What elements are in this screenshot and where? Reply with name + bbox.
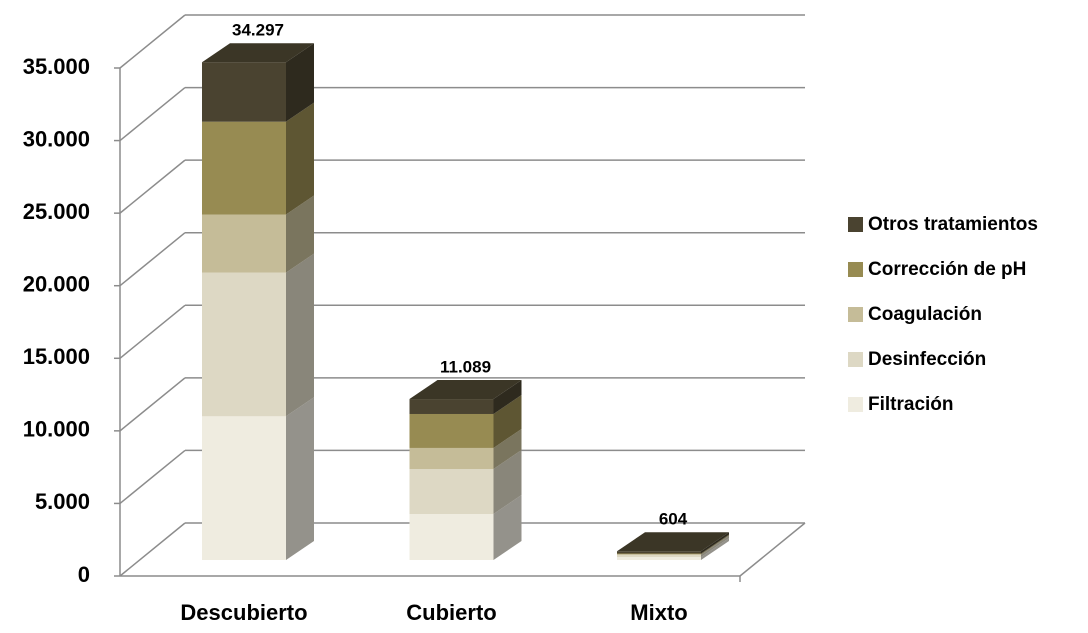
bar-segment	[202, 272, 286, 417]
total-label: 604	[659, 510, 688, 529]
x-tick-label: Cubierto	[406, 600, 496, 625]
legend-label: Coagulación	[868, 304, 982, 325]
y-tick-label: 20.000	[23, 272, 90, 297]
legend-label: Filtración	[868, 394, 954, 415]
grid-line-side	[119, 377, 186, 432]
bar-segment-side	[701, 535, 729, 555]
y-tick-label: 0	[78, 562, 90, 587]
bar-segment	[202, 62, 286, 122]
bar-segment-side	[286, 43, 314, 122]
bar-segment	[409, 399, 494, 414]
bar-segment-side	[493, 380, 522, 414]
bar-segment	[617, 557, 701, 560]
bar-top	[409, 380, 522, 400]
legend-swatch	[848, 397, 863, 412]
bar-segment-side	[701, 534, 729, 555]
floor-right	[739, 522, 806, 577]
y-tick-label: 10.000	[23, 417, 90, 442]
y-tick-label: 5.000	[35, 489, 90, 514]
grid-line-side	[119, 522, 186, 577]
x-tick-label: Descubierto	[180, 600, 307, 625]
grid-line-side	[119, 86, 186, 142]
bar-segment	[617, 554, 701, 558]
legend-swatch	[848, 262, 863, 277]
bar-segment-side	[286, 397, 314, 560]
y-tick-label: 15.000	[23, 344, 90, 369]
x-tick-label: Mixto	[630, 600, 687, 625]
grid-line-side	[119, 159, 186, 214]
legend-label: Corrección de pH	[868, 259, 1026, 280]
grid-line-side	[119, 14, 186, 69]
legend-label: Desinfección	[868, 349, 986, 370]
legend-swatch	[848, 307, 863, 322]
bar-segment	[409, 513, 494, 560]
bar-segment	[409, 447, 494, 469]
bar-segment-side	[493, 449, 522, 514]
grid-line-side	[119, 304, 186, 359]
bar-segment-side	[493, 494, 522, 560]
bar-top	[617, 532, 729, 552]
bar-segment-side	[286, 253, 314, 417]
bar-segment	[409, 413, 494, 448]
bar-segment	[617, 551, 701, 554]
bar-segment	[409, 468, 494, 514]
bar-segment	[202, 416, 286, 560]
bar-segment	[202, 214, 286, 273]
y-tick-label: 35.000	[23, 54, 90, 79]
y-tick-label: 25.000	[23, 199, 90, 224]
grid-line-side	[119, 449, 186, 505]
bar-segment	[617, 554, 701, 555]
bar-segment	[202, 121, 286, 215]
total-label: 11.089	[440, 358, 491, 377]
bar-segment-side	[493, 394, 522, 448]
bar-segment	[617, 553, 701, 555]
bar-segment-side	[701, 538, 729, 560]
legend-swatch	[848, 217, 863, 232]
total-label: 34.297	[232, 21, 284, 40]
bar-segment-side	[493, 428, 522, 469]
legend-label: Otros tratamientos	[868, 214, 1038, 235]
legend-swatch	[848, 352, 863, 367]
grid-line-side	[119, 232, 186, 287]
bar-top	[202, 43, 314, 63]
bar-segment-side	[286, 102, 314, 215]
bar-segment-side	[701, 535, 729, 558]
y-tick-label: 30.000	[23, 126, 90, 151]
bar-segment-side	[286, 195, 314, 273]
bar-segment-side	[701, 532, 729, 554]
